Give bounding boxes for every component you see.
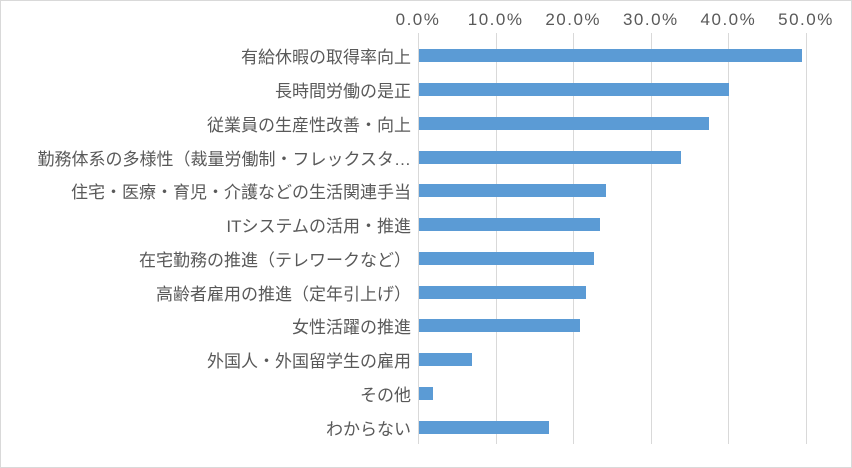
bar-3 — [419, 150, 681, 164]
category-label-1: 長時間労働の是正 — [275, 82, 411, 102]
category-label-10: その他 — [360, 385, 411, 405]
gridline — [573, 33, 575, 444]
category-axis-line — [418, 33, 419, 444]
bar-1 — [419, 83, 730, 97]
x-axis-tick-label: 10.0% — [467, 10, 524, 29]
x-axis-tick-label: 20.0% — [545, 10, 602, 29]
category-label-0: 有給休暇の取得率向上 — [241, 48, 411, 68]
x-axis-tick-label: 30.0% — [622, 10, 679, 29]
bar-2 — [419, 116, 710, 130]
x-axis-tick-label: 0.0% — [395, 10, 441, 29]
bar-4 — [419, 184, 607, 198]
bar-9 — [419, 353, 472, 367]
category-label-7: 高齢者雇用の推進（定年引上げ） — [156, 284, 411, 304]
plot-area — [418, 33, 807, 444]
bar-10 — [419, 386, 433, 400]
gridline — [728, 33, 730, 444]
category-label-4: 住宅・医療・育児・介護などの生活関連手当 — [71, 183, 411, 203]
category-axis-labels: 有給休暇の取得率向上長時間労働の是正従業員の生産性改善・向上勤務体系の多様性（裁… — [1, 39, 412, 444]
category-label-8: 女性活躍の推進 — [292, 318, 411, 338]
bar-7 — [419, 285, 586, 299]
gridline — [650, 33, 652, 444]
category-label-9: 外国人・外国留学生の雇用 — [207, 352, 411, 372]
gridline — [806, 33, 807, 444]
bar-6 — [419, 251, 594, 265]
x-axis-tick-label: 50.0% — [778, 10, 834, 29]
category-label-11: わからない — [326, 419, 411, 439]
gridline — [495, 33, 497, 444]
bar-11 — [419, 420, 549, 434]
category-label-2: 従業員の生産性改善・向上 — [207, 115, 411, 135]
bar-8 — [419, 319, 580, 333]
category-label-6: 在宅勤務の推進（テレワークなど） — [139, 250, 411, 270]
bar-5 — [419, 218, 600, 232]
x-axis-tick-label: 40.0% — [700, 10, 757, 29]
bar-0 — [419, 49, 803, 63]
category-label-3: 勤務体系の多様性（裁量労働制・フレックスタ… — [37, 149, 412, 169]
category-label-5: ITシステムの活用・推進 — [226, 217, 411, 237]
